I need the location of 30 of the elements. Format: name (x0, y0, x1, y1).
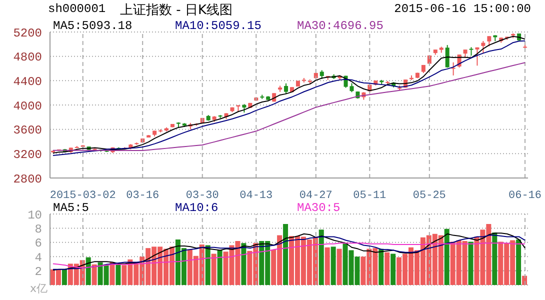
x-tick-label: 05-25 (412, 190, 446, 202)
text: MA10:6 (175, 201, 220, 215)
y-axis-title: x亿 (30, 281, 48, 296)
y-tick-label: 4800 (13, 50, 42, 65)
x-tick-label: 05-11 (353, 190, 387, 202)
x-tick-label: 03-16 (126, 190, 160, 202)
y-tick-label: 8 (34, 222, 42, 236)
text: MA30:5 (297, 201, 342, 215)
x-tick-label: 04-27 (299, 190, 332, 202)
x-tick-label: 04-13 (240, 190, 273, 202)
y-tick-label: 6 (34, 236, 42, 251)
y-tick-label: 4400 (13, 74, 42, 89)
y-tick-label: 5200 (13, 26, 42, 40)
text: 2015-06-16 15:00:00 (394, 2, 531, 16)
y-tick-label: 10 (28, 208, 42, 222)
x-tick-label: 06-16 (508, 190, 542, 202)
x-tick-label: 03-30 (186, 190, 219, 202)
y-tick-label: 2 (34, 265, 42, 280)
y-tick-label: 3600 (13, 124, 42, 138)
chart-title: 上证指数 - 日K线图 (120, 2, 232, 19)
text: MA30:4696.95 (297, 19, 384, 33)
text: MA5:5 (53, 201, 90, 215)
text: MA10:5059.15 (175, 19, 262, 33)
text: MA5:5093.18 (53, 19, 134, 33)
x-tick-label: 2015-03-02 (50, 190, 116, 202)
text: sh000001 (48, 2, 106, 16)
y-tick-label: 3200 (13, 148, 42, 162)
y-tick-label: 2800 (13, 172, 42, 186)
y-tick-label: 4 (34, 250, 42, 265)
y-tick-label: 4000 (13, 99, 42, 114)
